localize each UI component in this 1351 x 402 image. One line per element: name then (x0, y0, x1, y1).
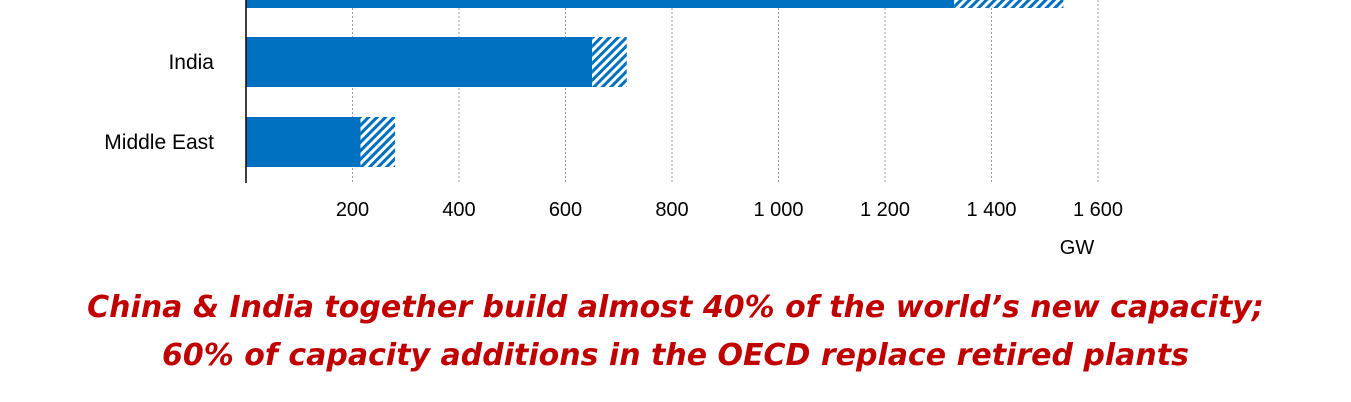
x-unit-label: GW (1060, 237, 1095, 259)
bar-segment-hatched (954, 0, 1064, 8)
bars (246, 0, 1064, 167)
bar-segment-hatched (592, 37, 627, 87)
caption-line-2: 60% of capacity additions in the OECD re… (162, 338, 1189, 373)
x-tick-label: 600 (549, 199, 582, 221)
x-tick-label: 1 400 (966, 199, 1016, 221)
category-labels: India Middle East (104, 51, 214, 154)
caption-line-1: China & India together build almost 40% … (87, 290, 1264, 325)
bar-segment-solid (246, 37, 593, 87)
bar-segment-solid (246, 0, 955, 8)
x-tick-label: 200 (336, 199, 369, 221)
x-tick-label: 1 600 (1073, 199, 1123, 221)
x-tick-labels: 200 400 600 800 1 000 1 200 1 400 1 600 (336, 199, 1123, 221)
bar-segment-hatched (360, 117, 396, 167)
gridlines (352, 0, 1099, 183)
category-label: Middle East (104, 131, 214, 154)
x-tick-label: 1 000 (753, 199, 803, 221)
x-tick-label: 400 (442, 199, 475, 221)
bar-chart: India Middle East 200 400 600 800 1 000 1 200 1… (104, 0, 1123, 259)
x-tick-label: 800 (655, 199, 688, 221)
bar-segment-solid (246, 117, 361, 167)
category-label: India (168, 51, 214, 74)
x-tick-label: 1 200 (860, 199, 910, 221)
